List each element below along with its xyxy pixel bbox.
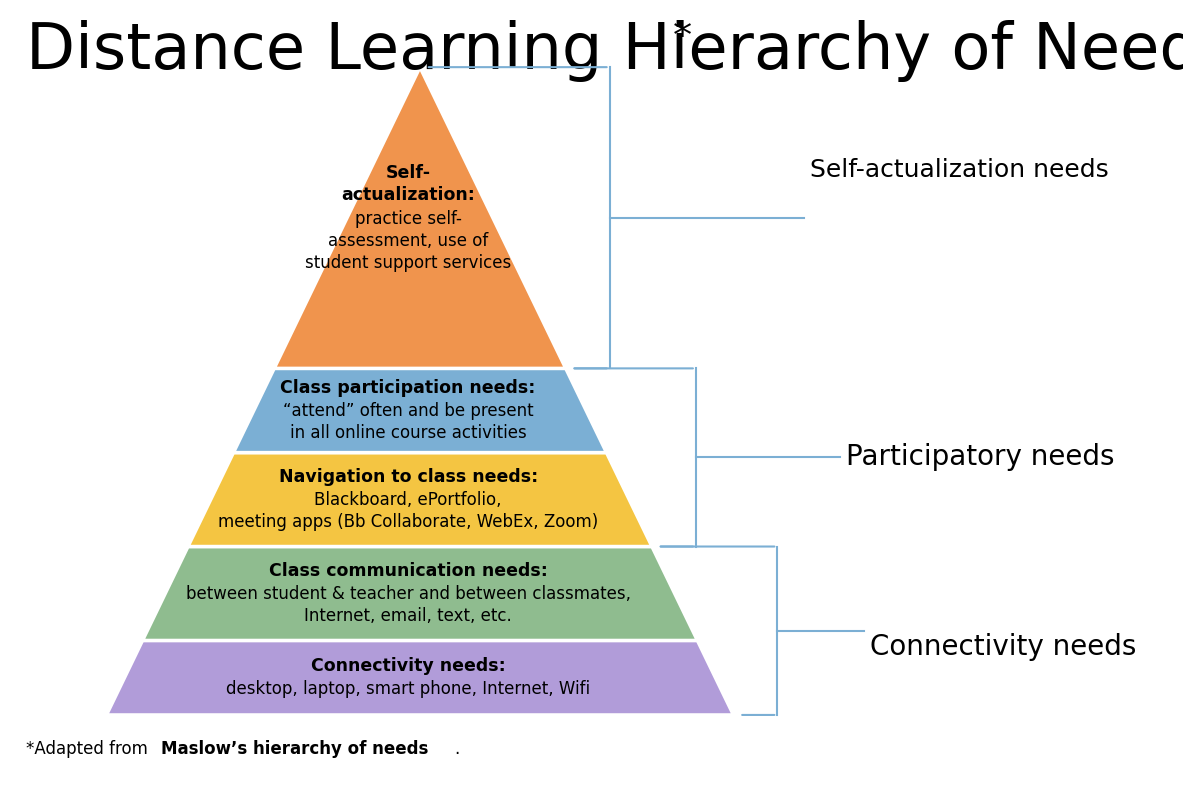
Text: Class communication needs:: Class communication needs: <box>269 562 548 580</box>
Text: .: . <box>454 740 459 758</box>
Text: Connectivity needs:: Connectivity needs: <box>311 657 505 675</box>
Text: Maslow’s hierarchy of needs: Maslow’s hierarchy of needs <box>161 740 428 758</box>
Text: Navigation to class needs:: Navigation to class needs: <box>278 468 538 486</box>
Text: desktop, laptop, smart phone, Internet, Wifi: desktop, laptop, smart phone, Internet, … <box>226 680 590 698</box>
Text: *: * <box>673 20 692 56</box>
Text: Connectivity needs: Connectivity needs <box>870 633 1136 660</box>
Text: *Adapted from: *Adapted from <box>26 740 153 758</box>
Text: Distance Learning Hierarchy of Needs: Distance Learning Hierarchy of Needs <box>26 20 1183 81</box>
Text: between student & teacher and between classmates,
Internet, email, text, etc.: between student & teacher and between cl… <box>186 585 631 626</box>
Polygon shape <box>106 641 733 715</box>
Polygon shape <box>142 547 698 641</box>
Text: Class participation needs:: Class participation needs: <box>280 379 536 397</box>
Text: “attend” often and be present
in all online course activities: “attend” often and be present in all onl… <box>283 402 534 442</box>
Text: Participatory needs: Participatory needs <box>846 443 1114 472</box>
Polygon shape <box>233 368 607 453</box>
Text: Self-
actualization:: Self- actualization: <box>341 164 476 204</box>
Text: Blackboard, ePortfolio,
meeting apps (Bb Collaborate, WebEx, Zoom): Blackboard, ePortfolio, meeting apps (Bb… <box>218 491 599 532</box>
Polygon shape <box>188 453 652 547</box>
Text: practice self-
assessment, use of
student support services: practice self- assessment, use of studen… <box>305 210 511 273</box>
Text: Self-actualization needs: Self-actualization needs <box>810 158 1110 182</box>
Polygon shape <box>274 67 565 368</box>
